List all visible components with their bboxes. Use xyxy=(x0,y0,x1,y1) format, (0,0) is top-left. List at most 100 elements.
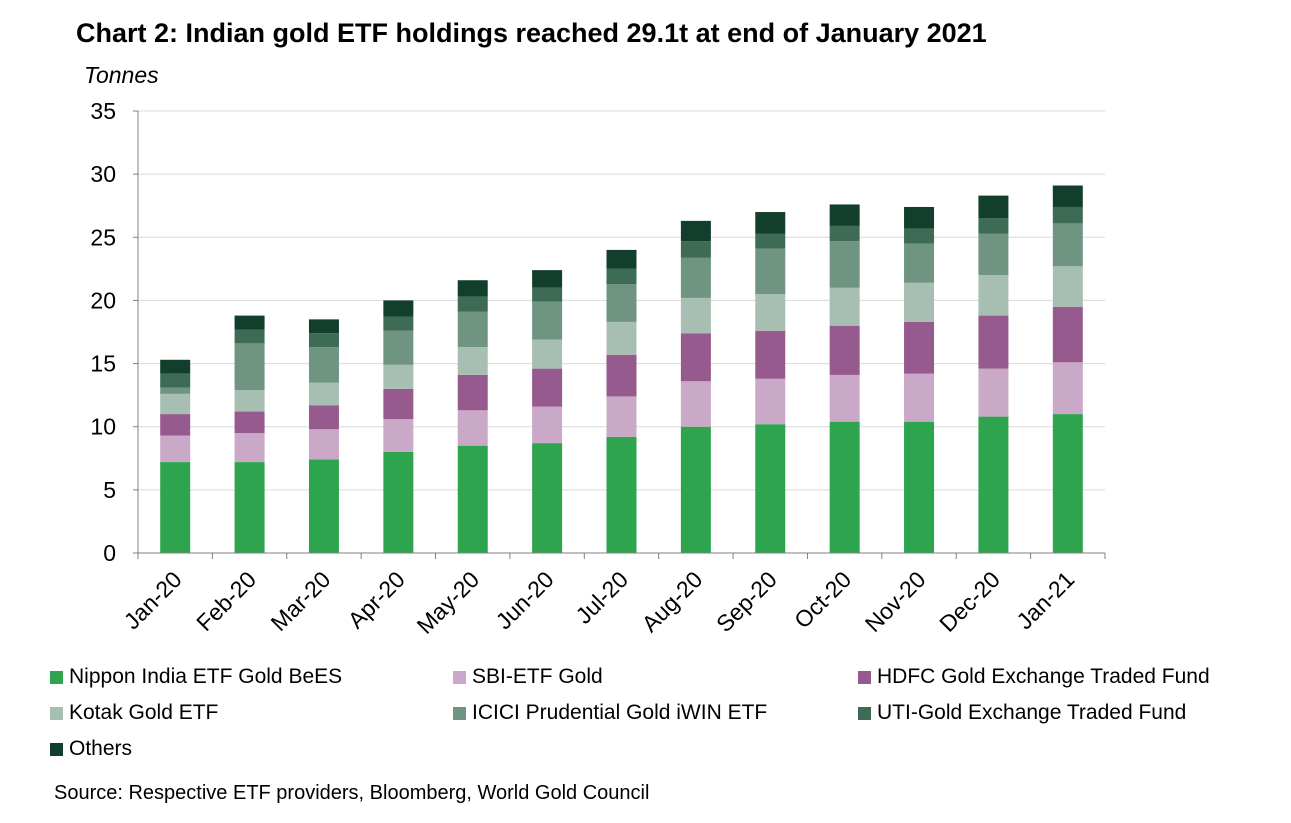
bar-segment xyxy=(829,374,860,422)
bar-segment xyxy=(978,275,1009,316)
bar-segment xyxy=(383,300,414,317)
bar-segment xyxy=(680,381,711,427)
bar-segment xyxy=(457,296,488,312)
bar-segment xyxy=(755,378,786,425)
bar-segment xyxy=(606,284,637,322)
bar-segment xyxy=(457,347,488,375)
bar-segment xyxy=(829,325,860,375)
y-tick-label: 5 xyxy=(103,477,116,503)
bar-segment xyxy=(457,445,488,553)
bar-segment xyxy=(755,212,786,234)
legend-item: HDFC Gold Exchange Traded Fund xyxy=(858,665,1210,689)
bar-segment xyxy=(234,390,265,412)
bar-segment xyxy=(904,421,935,553)
bar-segment xyxy=(1052,206,1083,224)
legend-item: ICICI Prudential Gold iWIN ETF xyxy=(453,701,767,725)
bar-segment xyxy=(755,233,786,249)
bar-segment xyxy=(606,436,637,553)
x-tick-label: Oct-20 xyxy=(789,566,856,633)
bar-segment xyxy=(383,419,414,452)
bar-segment xyxy=(904,373,935,422)
x-tick-label: Feb-20 xyxy=(191,566,261,636)
bar-segment xyxy=(904,228,935,244)
bar-segment xyxy=(160,373,191,388)
bar-segment xyxy=(160,462,191,553)
bar-segment xyxy=(308,347,339,383)
bar-segment xyxy=(234,329,265,344)
y-axis-unit-label: Tonnes xyxy=(84,62,159,88)
bar-segment xyxy=(1052,266,1083,307)
legend-label: Nippon India ETF Gold BeES xyxy=(69,665,343,688)
bar-segment xyxy=(383,451,414,553)
bar-segment xyxy=(606,268,637,285)
bar-segment xyxy=(978,368,1009,417)
x-tick-label: Dec-20 xyxy=(934,566,1005,637)
bar-segment xyxy=(308,429,339,460)
x-tick-label: Sep-20 xyxy=(711,566,782,637)
bar-segment xyxy=(829,204,860,226)
bar-segment xyxy=(978,218,1009,234)
bar-segment xyxy=(755,248,786,295)
bar-segment xyxy=(234,411,265,434)
bar-segment xyxy=(234,315,265,330)
bar-segment xyxy=(457,280,488,297)
bar-segment xyxy=(755,330,786,379)
bar-segment xyxy=(829,421,860,553)
legend-label: SBI-ETF Gold xyxy=(472,665,603,688)
bar-segment xyxy=(532,270,563,288)
bar-segment xyxy=(1052,362,1083,415)
x-tick-label: Aug-20 xyxy=(637,566,708,637)
bar-segment xyxy=(904,321,935,374)
legend-label: UTI-Gold Exchange Traded Fund xyxy=(877,701,1187,724)
bar-segment xyxy=(383,388,414,420)
y-tick-label: 30 xyxy=(90,161,116,187)
bar-segment xyxy=(532,406,563,444)
legend-item: Others xyxy=(50,737,132,761)
bar-segment xyxy=(160,359,191,374)
legend-label: ICICI Prudential Gold iWIN ETF xyxy=(472,701,768,724)
bar-segment xyxy=(308,333,339,348)
bar-segment xyxy=(1052,306,1083,363)
bar-segment xyxy=(606,321,637,355)
x-tick-label: Jan-21 xyxy=(1011,566,1079,634)
bar-segment xyxy=(532,339,563,369)
x-tick-label: May-20 xyxy=(412,566,485,639)
bar-segment xyxy=(457,311,488,348)
y-tick-label: 0 xyxy=(103,540,116,566)
legend-swatch xyxy=(453,706,466,720)
bar-segment xyxy=(532,443,563,553)
source-note: Source: Respective ETF providers, Bloomb… xyxy=(54,782,650,804)
bar-segment xyxy=(978,233,1009,276)
legend-swatch xyxy=(858,706,871,720)
bar-segment xyxy=(829,287,860,326)
bar-segment xyxy=(755,424,786,553)
legend-swatch xyxy=(858,670,871,684)
bar-segment xyxy=(904,282,935,322)
legend-swatch xyxy=(50,706,63,720)
bar-segment xyxy=(606,396,637,437)
bar-segment xyxy=(234,433,265,463)
bar-segment xyxy=(829,241,860,288)
bar-segment xyxy=(606,354,637,397)
y-tick-label: 10 xyxy=(90,414,116,440)
x-tick-label: Mar-20 xyxy=(266,566,336,636)
y-tick-label: 15 xyxy=(90,351,116,377)
y-tick-label: 25 xyxy=(90,224,116,250)
bar-segment xyxy=(1052,414,1083,553)
legend-swatch xyxy=(50,742,63,756)
legend-swatch xyxy=(453,670,466,684)
bar-segment xyxy=(680,241,711,258)
bar-segment xyxy=(680,297,711,334)
bar-segment xyxy=(308,405,339,430)
bar-segment xyxy=(308,459,339,553)
x-tick-label: Jan-20 xyxy=(119,566,187,634)
bar-segment xyxy=(978,416,1009,553)
chart-title: Chart 2: Indian gold ETF holdings reache… xyxy=(76,18,987,48)
bar-segment xyxy=(160,414,191,436)
bar-segment xyxy=(1052,223,1083,267)
bar-segment xyxy=(160,435,191,463)
bar-segment xyxy=(532,368,563,407)
y-tick-label: 20 xyxy=(90,287,116,313)
bar-segment xyxy=(978,195,1009,219)
